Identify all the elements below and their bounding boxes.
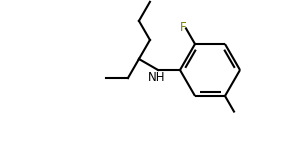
Text: F: F [180,21,186,34]
Text: NH: NH [148,70,166,83]
